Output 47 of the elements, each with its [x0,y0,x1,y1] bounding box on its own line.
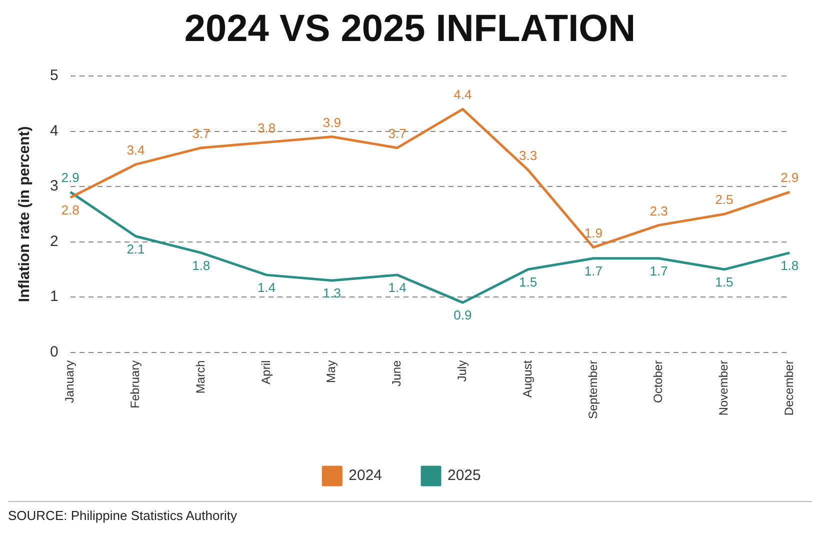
data-label: 2.5 [715,192,734,208]
data-label: 3.4 [126,142,145,158]
data-label: 0.9 [454,308,472,323]
data-label: 1.4 [388,280,406,296]
x-tick-label: March [193,360,208,394]
y-tick-label: 1 [50,288,58,306]
x-tick-label: February [128,360,142,408]
x-tick-label: January [62,360,77,404]
x-tick-label: December [782,360,796,416]
data-label: 2.3 [650,203,668,218]
data-label: 3.7 [192,126,210,141]
data-label: 1.5 [715,274,734,290]
x-tick-label: April [258,360,273,384]
data-label: 3.8 [257,120,276,136]
data-label: 1.8 [780,258,799,273]
data-label: 1.7 [584,263,602,278]
y-tick-label: 0 [50,343,58,360]
x-tick-label: May [324,360,338,383]
legend-label: 2025 [448,467,481,484]
y-tick-label: 3 [50,178,58,195]
x-tick-label: September [586,360,600,420]
data-label: 1.9 [584,225,602,240]
legend-label: 2024 [348,467,382,484]
x-tick-label: November [716,360,731,416]
data-label: 1.8 [192,258,210,273]
data-label: 1.5 [519,274,538,290]
x-tick-label: August [520,360,534,398]
data-label: 3.7 [388,126,406,141]
x-tick-label: July [454,360,469,382]
source-note: SOURCE: Philippine Statistics Authority [8,508,238,523]
y-tick-label: 2 [50,232,58,250]
x-tick-label: October [651,360,666,403]
data-label: 1.3 [322,286,341,301]
data-label: 2.1 [126,241,145,256]
y-tick-label: 4 [50,122,58,140]
chart-title: 2024 VS 2025 INFLATION [183,8,637,51]
y-axis-title: Inflation rate (in percent) [16,126,34,302]
data-label: 1.4 [257,280,276,296]
data-label: 2.8 [61,202,80,218]
data-label: 3.9 [322,114,341,130]
data-label: 1.7 [650,263,668,278]
y-tick-label: 5 [50,67,58,84]
data-label: 2.9 [61,170,80,186]
data-label: 3.3 [519,148,538,164]
data-label: 4.4 [454,87,472,102]
x-tick-label: June [390,360,404,386]
data-label: 2.9 [780,170,799,186]
